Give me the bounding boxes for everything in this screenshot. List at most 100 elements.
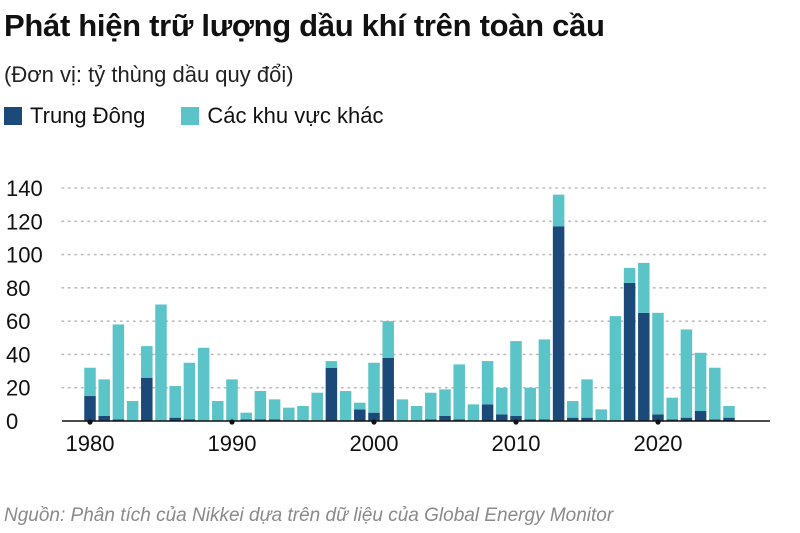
x-tick-mark-2000: [371, 419, 377, 425]
y-tick-label-20: 20: [6, 376, 30, 401]
bar-other-2008: [481, 361, 494, 405]
bar-middle-east-2023: [694, 411, 707, 421]
y-tick-label-120: 120: [6, 209, 43, 234]
bar-middle-east-2022: [680, 417, 693, 421]
bar-middle-east-2005: [439, 416, 451, 421]
bar-other-1984: [141, 346, 153, 378]
y-tick-label-140: 140: [6, 176, 43, 201]
bar-other-2001: [382, 321, 394, 358]
bar-middle-east-1991: [240, 419, 252, 421]
bar-middle-east-2012: [538, 419, 551, 421]
bar-middle-east-1981: [98, 416, 110, 421]
chart-subtitle: (Đơn vị: tỷ thùng dầu quy đổi): [4, 62, 294, 87]
bar-other-2003: [410, 406, 423, 421]
bar-other-1992: [254, 391, 267, 420]
bar-middle-east-2013: [552, 226, 565, 421]
bar-middle-east-1987: [183, 419, 196, 421]
bar-other-2025: [723, 406, 735, 418]
bar-middle-east-1997: [325, 367, 338, 421]
bar-middle-east-2025: [723, 417, 735, 421]
bar-middle-east-1992: [254, 419, 267, 421]
bar-other-1990: [226, 379, 238, 421]
bar-middle-east-2006: [453, 419, 465, 421]
bar-middle-east-1986: [169, 417, 181, 421]
bar-other-2006: [453, 364, 465, 420]
bar-other-2017: [609, 316, 622, 421]
bar-other-2018: [623, 267, 636, 283]
bar-middle-east-1999: [354, 409, 366, 421]
bar-other-1982: [112, 324, 125, 420]
source-note: Nguồn: Phân tích của Nikkei dựa trên dữ …: [4, 505, 614, 526]
axes: 0 20 40 60 80 100 120 140 1980 1990 2000 2010 2020: [6, 176, 770, 456]
bar-other-2019: [638, 262, 650, 313]
bar-middle-east-1982: [112, 419, 125, 421]
y-tick-label-0: 0: [6, 409, 18, 434]
bar-other-2020: [652, 312, 664, 415]
bar-middle-east-2001: [382, 357, 394, 421]
bar-middle-east-2024: [709, 419, 721, 421]
legend-swatch-other: [181, 107, 200, 125]
bar-other-1983: [126, 401, 139, 421]
bar-other-2010: [510, 341, 522, 417]
x-tick-label-1990: 1990: [208, 431, 257, 456]
bar-middle-east-2011: [524, 419, 536, 421]
bars: [84, 194, 735, 421]
bar-middle-east-2008: [481, 404, 494, 421]
legend: Trung Đông Các khu vực khác: [4, 103, 420, 129]
bar-middle-east-2015: [581, 417, 593, 421]
legend-item-other: Các khu vực khác: [181, 103, 384, 129]
bar-middle-east-2000: [368, 412, 380, 421]
bar-other-1993: [268, 399, 281, 420]
stacked-bar-chart: 0 20 40 60 80 100 120 140 1980 1990 2000 2010 2020: [6, 176, 771, 456]
bar-other-2024: [709, 367, 721, 420]
legend-label-middle-east: Trung Đông: [30, 103, 146, 128]
bar-other-1998: [339, 391, 352, 421]
x-tick-label-2020: 2020: [634, 431, 683, 456]
bar-other-1996: [311, 392, 323, 421]
x-tick-mark-1990: [229, 419, 235, 425]
x-tick-mark-2020: [655, 419, 661, 425]
bar-middle-east-2018: [623, 282, 636, 421]
legend-swatch-middle-east: [4, 107, 22, 125]
bar-middle-east-2010: [510, 416, 522, 421]
bar-middle-east-1980: [84, 396, 96, 421]
bar-other-1980: [84, 367, 96, 397]
bar-other-2007: [467, 404, 480, 421]
bar-other-2011: [524, 387, 536, 420]
bar-other-1989: [212, 401, 224, 421]
bar-middle-east-2014: [567, 417, 579, 421]
bar-other-2013: [552, 194, 565, 227]
bar-other-2021: [666, 397, 678, 420]
bar-other-2023: [694, 352, 707, 412]
bar-other-2002: [396, 399, 409, 421]
bar-other-1987: [183, 362, 196, 420]
bar-other-2022: [680, 329, 693, 418]
bar-other-2004: [425, 392, 437, 420]
x-tick-label-1980: 1980: [66, 431, 115, 456]
bar-other-1981: [98, 379, 110, 417]
bar-other-1991: [240, 412, 252, 420]
bar-other-1995: [297, 406, 309, 421]
y-tick-label-60: 60: [6, 309, 30, 334]
legend-label-other: Các khu vực khác: [207, 103, 384, 128]
chart-title: Phát hiện trữ lượng dầu khí trên toàn cầ…: [4, 8, 605, 43]
x-tick-mark-1980: [87, 419, 93, 425]
y-tick-label-40: 40: [6, 342, 30, 367]
grid-lines: [61, 187, 771, 389]
bar-other-1985: [155, 304, 167, 421]
bar-other-2000: [368, 362, 380, 413]
bar-middle-east-2019: [638, 312, 650, 421]
bar-other-2005: [439, 389, 451, 417]
bar-middle-east-2021: [666, 419, 678, 421]
bar-other-1994: [283, 407, 295, 421]
y-tick-label-80: 80: [6, 276, 30, 301]
legend-item-middle-east: Trung Đông: [4, 103, 145, 129]
bar-other-1986: [169, 386, 181, 418]
bar-middle-east-1984: [141, 377, 153, 421]
bar-other-2015: [581, 379, 593, 418]
bar-middle-east-2009: [496, 414, 508, 421]
bar-other-2012: [538, 339, 551, 420]
x-tick-mark-2010: [513, 419, 519, 425]
bar-other-2016: [595, 409, 607, 421]
x-tick-label-2010: 2010: [492, 431, 541, 456]
